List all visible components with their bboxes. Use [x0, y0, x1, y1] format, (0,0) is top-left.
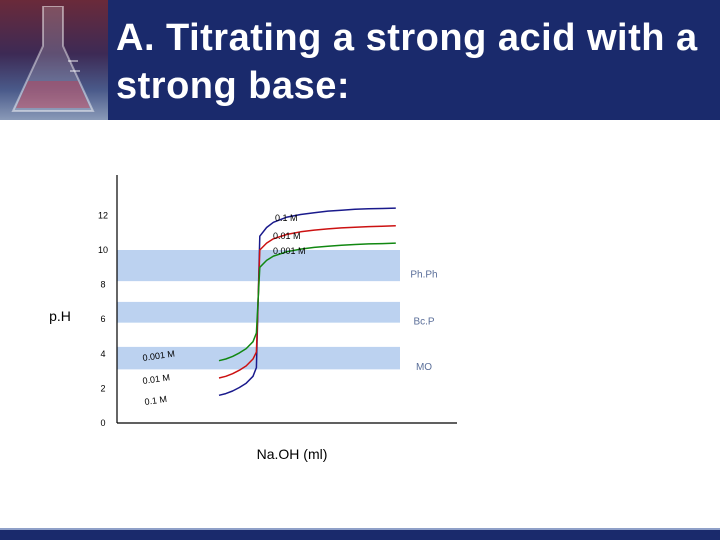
band-label-1: Bc.P	[413, 316, 434, 327]
band-label-2: MO	[416, 362, 432, 373]
curve-label-left-1: 0.01 M	[142, 372, 171, 386]
y-tick-8: 8	[100, 280, 105, 290]
curve-label-right-2: 0.001 M	[273, 246, 306, 256]
series-lines	[218, 207, 396, 397]
y-tick-0: 0	[100, 418, 105, 428]
band-label-0: Ph.Ph	[410, 270, 437, 281]
titration-chart: Ph.Ph Bc.P MO 0 2 4 6 8 10 12 0.1 M 0.01 M 0.001 M…	[49, 175, 457, 462]
band-2	[117, 346, 400, 370]
y-tick-12: 12	[98, 210, 108, 220]
y-tick-10: 10	[98, 245, 108, 255]
y-axis-label: p.H	[49, 308, 71, 324]
flask-icon	[11, 6, 95, 112]
curve-label-left-2: 0.1 M	[144, 394, 168, 407]
footer-stripe	[0, 528, 720, 530]
x-axis-label: Na.OH (ml)	[257, 446, 328, 462]
series-line-0	[218, 207, 396, 397]
series-line-2	[218, 242, 396, 362]
y-tick-labels: 0 2 4 6 8 10 12	[98, 210, 108, 428]
footer-bar	[0, 530, 720, 540]
curve-labels: 0.1 M 0.01 M 0.001 M 0.001 M 0.01 M 0.1 M	[142, 213, 306, 407]
curve-label-right-0: 0.1 M	[275, 213, 298, 223]
y-tick-2: 2	[100, 383, 105, 393]
header-bar: A. Titrating a strong acid with a strong…	[0, 0, 720, 120]
chart-axes	[116, 175, 457, 424]
y-tick-4: 4	[100, 349, 105, 359]
curve-label-left-0: 0.001 M	[142, 349, 176, 363]
slide-title: A. Titrating a strong acid with a strong…	[116, 17, 698, 107]
y-tick-6: 6	[100, 314, 105, 324]
series-line-1	[218, 225, 396, 379]
flask-photo	[0, 0, 108, 120]
curve-label-right-1: 0.01 M	[273, 231, 301, 241]
